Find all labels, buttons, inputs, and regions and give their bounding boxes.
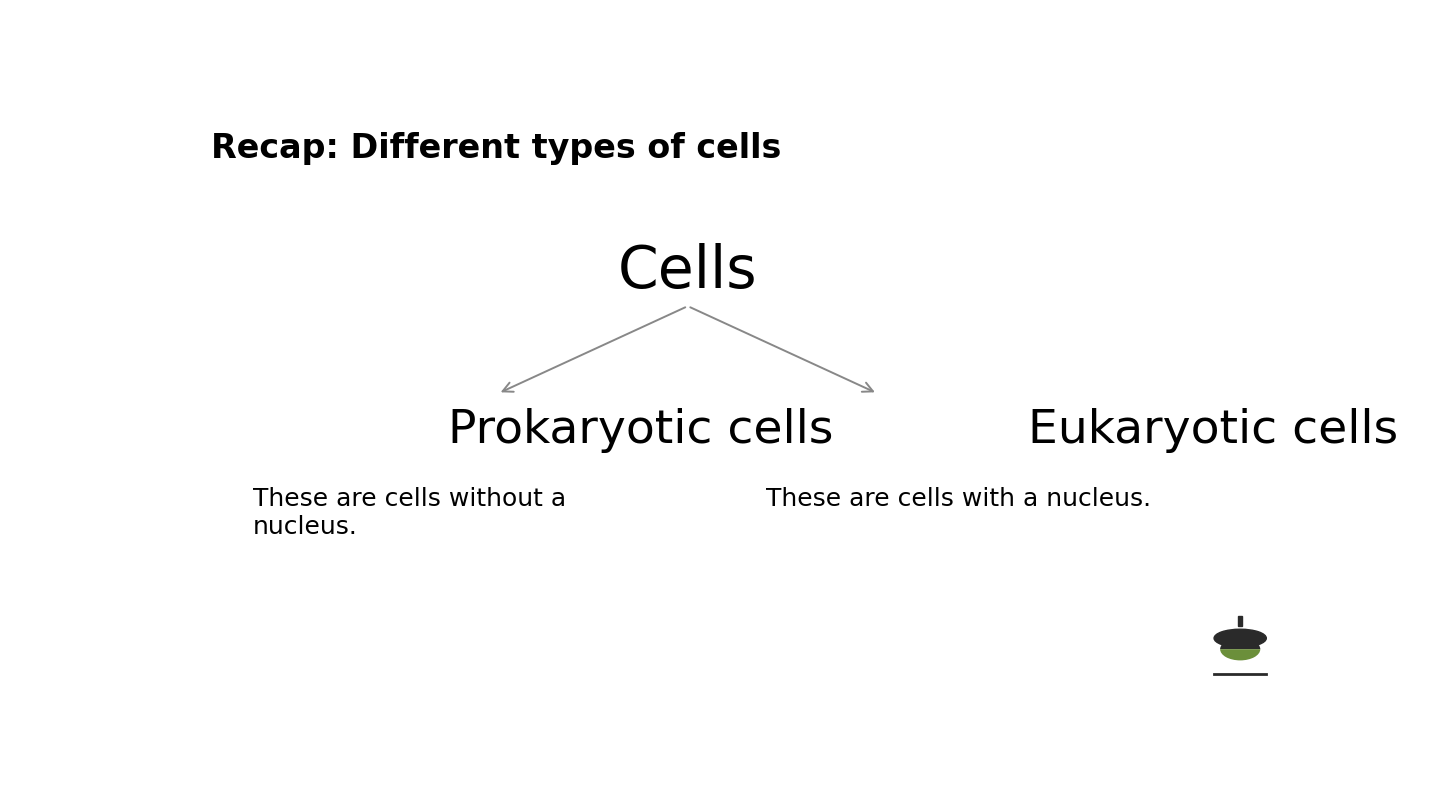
Wedge shape <box>1220 638 1260 649</box>
Text: Eukaryotic cells: Eukaryotic cells <box>1028 408 1398 454</box>
Ellipse shape <box>1214 629 1266 647</box>
Text: Recap: Different types of cells: Recap: Different types of cells <box>212 131 782 164</box>
Text: These are cells with a nucleus.: These are cells with a nucleus. <box>766 487 1151 511</box>
Text: Prokaryotic cells: Prokaryotic cells <box>448 408 834 454</box>
FancyBboxPatch shape <box>1238 616 1243 626</box>
Text: These are cells without a
nucleus.: These are cells without a nucleus. <box>252 487 566 539</box>
Wedge shape <box>1220 649 1260 660</box>
Text: Cells: Cells <box>618 243 757 301</box>
